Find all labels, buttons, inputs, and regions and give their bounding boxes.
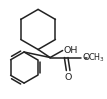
Text: O: O [82,53,90,62]
Text: OH: OH [63,46,77,55]
Text: CH$_3$: CH$_3$ [88,51,105,64]
Text: O: O [65,73,72,82]
